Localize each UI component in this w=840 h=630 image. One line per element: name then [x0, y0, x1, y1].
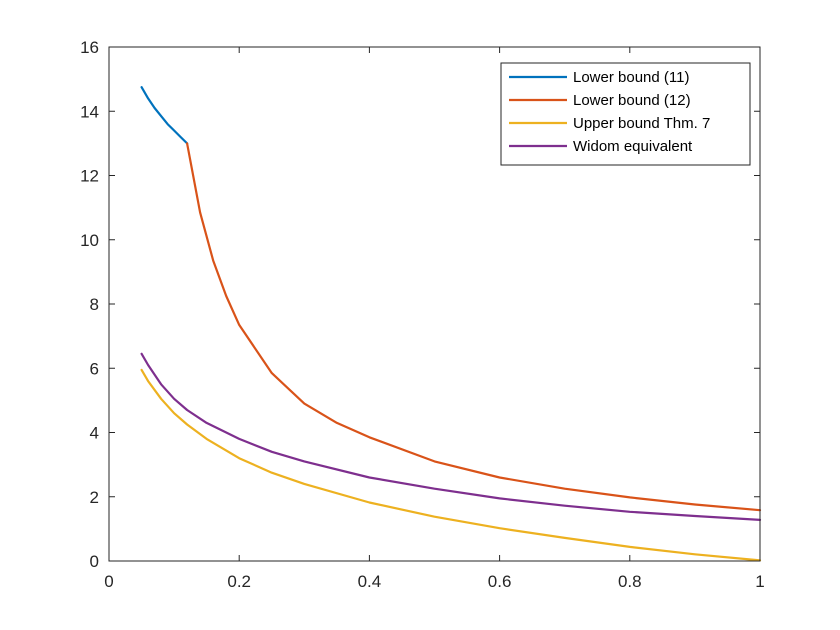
series-line-4 [140, 352, 762, 522]
legend-entry-label: Lower bound (11) [573, 69, 689, 86]
y-tick-label: 16 [80, 38, 99, 57]
legend[interactable]: Lower bound (11) Lower bound (12) Upper bo… [500, 62, 751, 166]
series-layer [140, 86, 762, 562]
legend-box [500, 62, 751, 166]
legend-entry-label: Widom equivalent [573, 138, 693, 155]
y-tick-label: 8 [90, 295, 99, 314]
x-tick-label: 0.4 [358, 572, 382, 591]
y-tick-label: 2 [90, 488, 99, 507]
x-tick-label: 1 [755, 572, 764, 591]
series-line-3 [140, 368, 762, 562]
x-tick-label: 0.2 [227, 572, 251, 591]
legend-entry-label: Lower bound (12) [573, 92, 691, 109]
y-tick-label: 6 [90, 359, 99, 378]
y-tick-label: 4 [90, 424, 99, 443]
y-tick-label: 12 [80, 167, 99, 186]
legend-entry-label: Upper bound Thm. 7 [573, 115, 710, 132]
y-tick-label: 0 [90, 552, 99, 571]
x-tick-label: 0.6 [488, 572, 512, 591]
series-line-1 [140, 86, 189, 145]
y-tick-label: 14 [80, 102, 99, 121]
y-tick-label: 10 [80, 231, 99, 250]
x-tick-label: 0 [104, 572, 113, 591]
series-line-2 [186, 142, 762, 512]
x-tick-label: 0.8 [618, 572, 642, 591]
